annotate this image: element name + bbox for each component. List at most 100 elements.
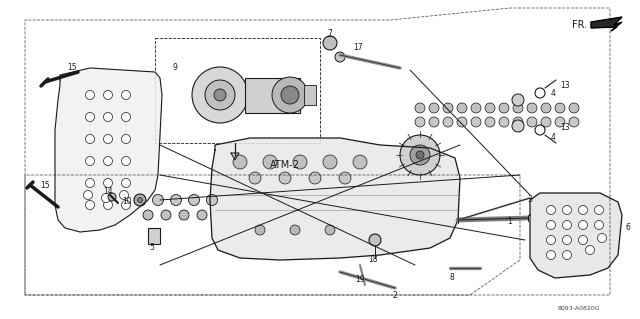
Circle shape: [134, 195, 145, 205]
Circle shape: [143, 210, 153, 220]
Text: 17: 17: [353, 42, 363, 51]
Circle shape: [86, 179, 95, 188]
Circle shape: [527, 103, 537, 113]
Text: 4: 4: [550, 132, 556, 142]
Text: 5: 5: [150, 243, 154, 253]
Circle shape: [325, 225, 335, 235]
Circle shape: [527, 117, 537, 127]
Text: 18: 18: [368, 256, 378, 264]
Circle shape: [563, 205, 572, 214]
Circle shape: [471, 117, 481, 127]
Circle shape: [86, 157, 95, 166]
Circle shape: [122, 201, 131, 210]
Circle shape: [104, 91, 113, 100]
Circle shape: [189, 195, 200, 205]
Text: 2: 2: [392, 292, 397, 300]
Circle shape: [281, 86, 299, 104]
Circle shape: [586, 246, 595, 255]
Circle shape: [293, 155, 307, 169]
Circle shape: [104, 157, 113, 166]
Circle shape: [138, 197, 143, 203]
Circle shape: [369, 234, 381, 246]
Text: 9: 9: [173, 63, 177, 72]
Circle shape: [108, 193, 116, 201]
Circle shape: [263, 155, 277, 169]
Circle shape: [86, 135, 95, 144]
Circle shape: [179, 210, 189, 220]
Circle shape: [104, 135, 113, 144]
Circle shape: [513, 103, 523, 113]
Text: 15: 15: [40, 181, 50, 189]
Circle shape: [323, 155, 337, 169]
Circle shape: [255, 225, 265, 235]
Circle shape: [309, 172, 321, 184]
Circle shape: [339, 172, 351, 184]
Text: 3: 3: [527, 196, 532, 204]
Circle shape: [555, 117, 565, 127]
Text: 10: 10: [122, 197, 132, 205]
Circle shape: [429, 117, 439, 127]
Circle shape: [457, 103, 467, 113]
Text: 7: 7: [328, 28, 332, 38]
Circle shape: [541, 117, 551, 127]
Circle shape: [415, 117, 425, 127]
Circle shape: [547, 235, 556, 244]
Circle shape: [152, 195, 163, 205]
Circle shape: [323, 36, 337, 50]
Circle shape: [353, 155, 367, 169]
Circle shape: [513, 117, 523, 127]
Text: 6: 6: [625, 224, 630, 233]
Text: 1: 1: [508, 218, 513, 226]
Circle shape: [499, 117, 509, 127]
Circle shape: [547, 205, 556, 214]
Circle shape: [205, 80, 235, 110]
Text: 13: 13: [560, 80, 570, 90]
Circle shape: [122, 91, 131, 100]
Circle shape: [400, 135, 440, 175]
Polygon shape: [591, 17, 622, 31]
Polygon shape: [55, 68, 162, 232]
Circle shape: [86, 113, 95, 122]
Circle shape: [563, 250, 572, 259]
Polygon shape: [210, 138, 460, 260]
Circle shape: [471, 103, 481, 113]
Circle shape: [541, 103, 551, 113]
Circle shape: [579, 205, 588, 214]
Circle shape: [555, 103, 565, 113]
Circle shape: [499, 103, 509, 113]
Circle shape: [335, 52, 345, 62]
Circle shape: [214, 89, 226, 101]
Circle shape: [410, 145, 430, 165]
Circle shape: [83, 190, 93, 199]
Circle shape: [104, 113, 113, 122]
Circle shape: [161, 210, 171, 220]
Circle shape: [512, 94, 524, 106]
Circle shape: [579, 220, 588, 229]
Bar: [245, 78, 300, 113]
Text: 19: 19: [355, 276, 365, 285]
Circle shape: [569, 103, 579, 113]
Circle shape: [429, 103, 439, 113]
Bar: [304, 85, 316, 105]
Circle shape: [102, 194, 111, 203]
Text: 8093-A0820G: 8093-A0820G: [557, 306, 600, 310]
Text: 4: 4: [550, 88, 556, 98]
Circle shape: [272, 77, 308, 113]
Circle shape: [104, 201, 113, 210]
Circle shape: [598, 234, 607, 242]
Circle shape: [485, 103, 495, 113]
Circle shape: [290, 225, 300, 235]
Text: 15: 15: [67, 63, 77, 72]
Circle shape: [233, 155, 247, 169]
Polygon shape: [231, 153, 239, 160]
Circle shape: [595, 205, 604, 214]
Bar: [155, 38, 320, 143]
Circle shape: [547, 250, 556, 259]
Circle shape: [192, 67, 248, 123]
Circle shape: [485, 117, 495, 127]
Circle shape: [579, 235, 588, 244]
Circle shape: [86, 91, 95, 100]
Circle shape: [563, 220, 572, 229]
Polygon shape: [530, 193, 622, 278]
Circle shape: [416, 151, 424, 159]
